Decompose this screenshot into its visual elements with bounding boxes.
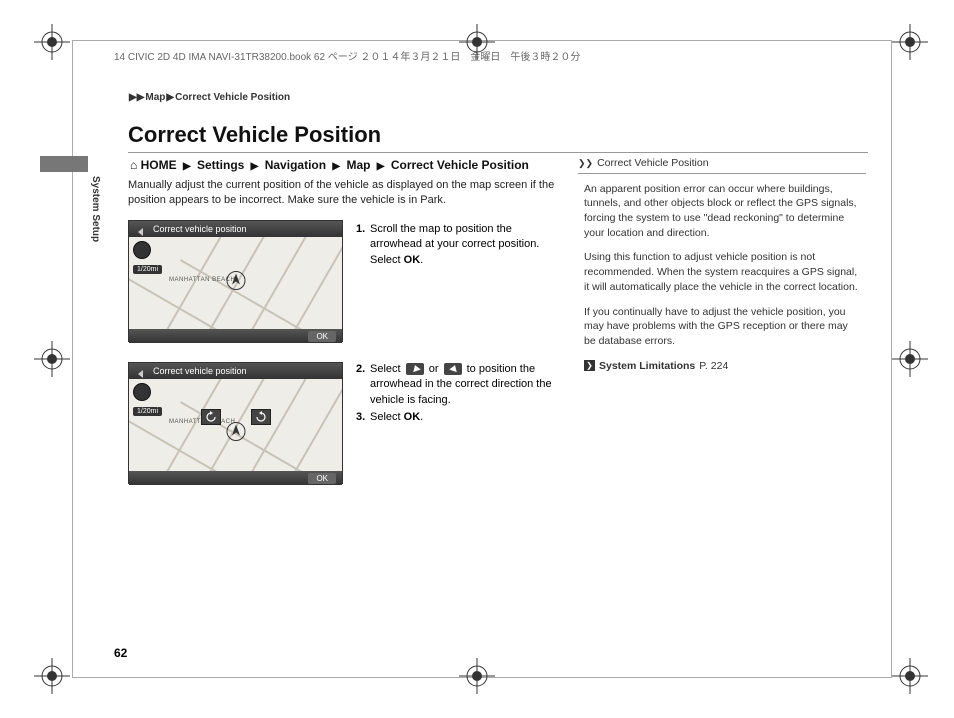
map-area: 1/20mi MANHATTAN BEACH [129, 237, 342, 329]
nav-home: HOME [141, 158, 177, 172]
sidebar-paragraph: Using this function to adjust vehicle po… [584, 250, 860, 294]
side-section-label: System Setup [90, 176, 101, 242]
back-icon [135, 366, 147, 376]
rotate-ccw-button-illustration [201, 409, 221, 425]
sidebar-notes: ❯❯ Correct Vehicle Position An apparent … [578, 156, 866, 379]
document-header-meta: 14 CIVIC 2D 4D IMA NAVI-31TR38200.book 6… [114, 48, 580, 63]
ok-button-illustration: OK [308, 331, 336, 342]
page-title: Correct Vehicle Position [128, 122, 868, 153]
vehicle-arrowhead-icon [225, 421, 247, 448]
step-list-2: 2. Select or to position the arrowhead i… [356, 362, 566, 428]
crop-line-right [891, 40, 892, 678]
rotate-cw-icon [444, 363, 462, 375]
back-icon [135, 224, 147, 234]
system-limitations-link: ❯ System Limitations P. 224 [584, 359, 860, 374]
crop-line-left [72, 40, 73, 678]
ok-button-illustration: OK [308, 473, 336, 484]
step-number: 2. [356, 362, 370, 408]
registration-mark-icon [892, 658, 928, 694]
nav-map: Map [346, 158, 370, 172]
sidebar-paragraph: An apparent position error can occur whe… [584, 182, 860, 241]
breadcrumb-part-map: Map [145, 92, 165, 103]
nav-settings: Settings [197, 158, 244, 172]
crop-line-top [72, 40, 892, 41]
screenshot-title: Correct vehicle position [153, 366, 247, 376]
registration-mark-icon [34, 24, 70, 60]
step-number: 1. [356, 222, 370, 268]
double-chevron-icon: ❯❯ [578, 157, 593, 170]
step-list-1: 1. Scroll the map to position the arrowh… [356, 222, 556, 270]
map-screenshot-1: Correct vehicle position 1/20mi MANHATTA… [128, 220, 343, 342]
screenshot-title: Correct vehicle position [153, 224, 247, 234]
sidebar-paragraph: If you continually have to adjust the ve… [584, 305, 860, 349]
rotate-cw-button-illustration [251, 409, 271, 425]
intro-text: Manually adjust the current position of … [128, 178, 558, 208]
crop-line-bottom [72, 677, 892, 678]
registration-mark-icon [892, 341, 928, 377]
registration-mark-icon [34, 341, 70, 377]
step-text: Select or to position the arrowhead in t… [370, 362, 566, 408]
registration-mark-icon [34, 658, 70, 694]
nav-navigation: Navigation [265, 158, 326, 172]
rotate-ccw-icon [406, 363, 424, 375]
sidebar-header-title: Correct Vehicle Position [597, 156, 708, 171]
map-area: 1/20mi MANHATTAN BEACH [129, 379, 342, 471]
registration-mark-icon [892, 24, 928, 60]
step-text: Select OK. [370, 410, 566, 425]
link-marker-icon: ❯ [584, 360, 595, 371]
map-scale: 1/20mi [133, 407, 162, 416]
step-number: 3. [356, 410, 370, 425]
vehicle-arrowhead-icon [225, 270, 247, 297]
compass-icon [133, 383, 151, 401]
breadcrumb: ▶▶Map▶Correct Vehicle Position [128, 92, 290, 103]
step-text: Scroll the map to position the arrowhead… [370, 222, 556, 268]
nav-cvp: Correct Vehicle Position [391, 158, 529, 172]
page-number: 62 [114, 646, 127, 660]
map-screenshot-2: Correct vehicle position 1/20mi MANHATTA… [128, 362, 343, 484]
breadcrumb-part-cvp: Correct Vehicle Position [175, 92, 290, 103]
nav-path: ⌂ HOME ▶ Settings ▶ Navigation ▶ Map ▶ C… [130, 158, 529, 172]
compass-icon [133, 241, 151, 259]
registration-mark-icon [459, 658, 495, 694]
map-scale: 1/20mi [133, 265, 162, 274]
side-tab-marker [40, 156, 88, 172]
